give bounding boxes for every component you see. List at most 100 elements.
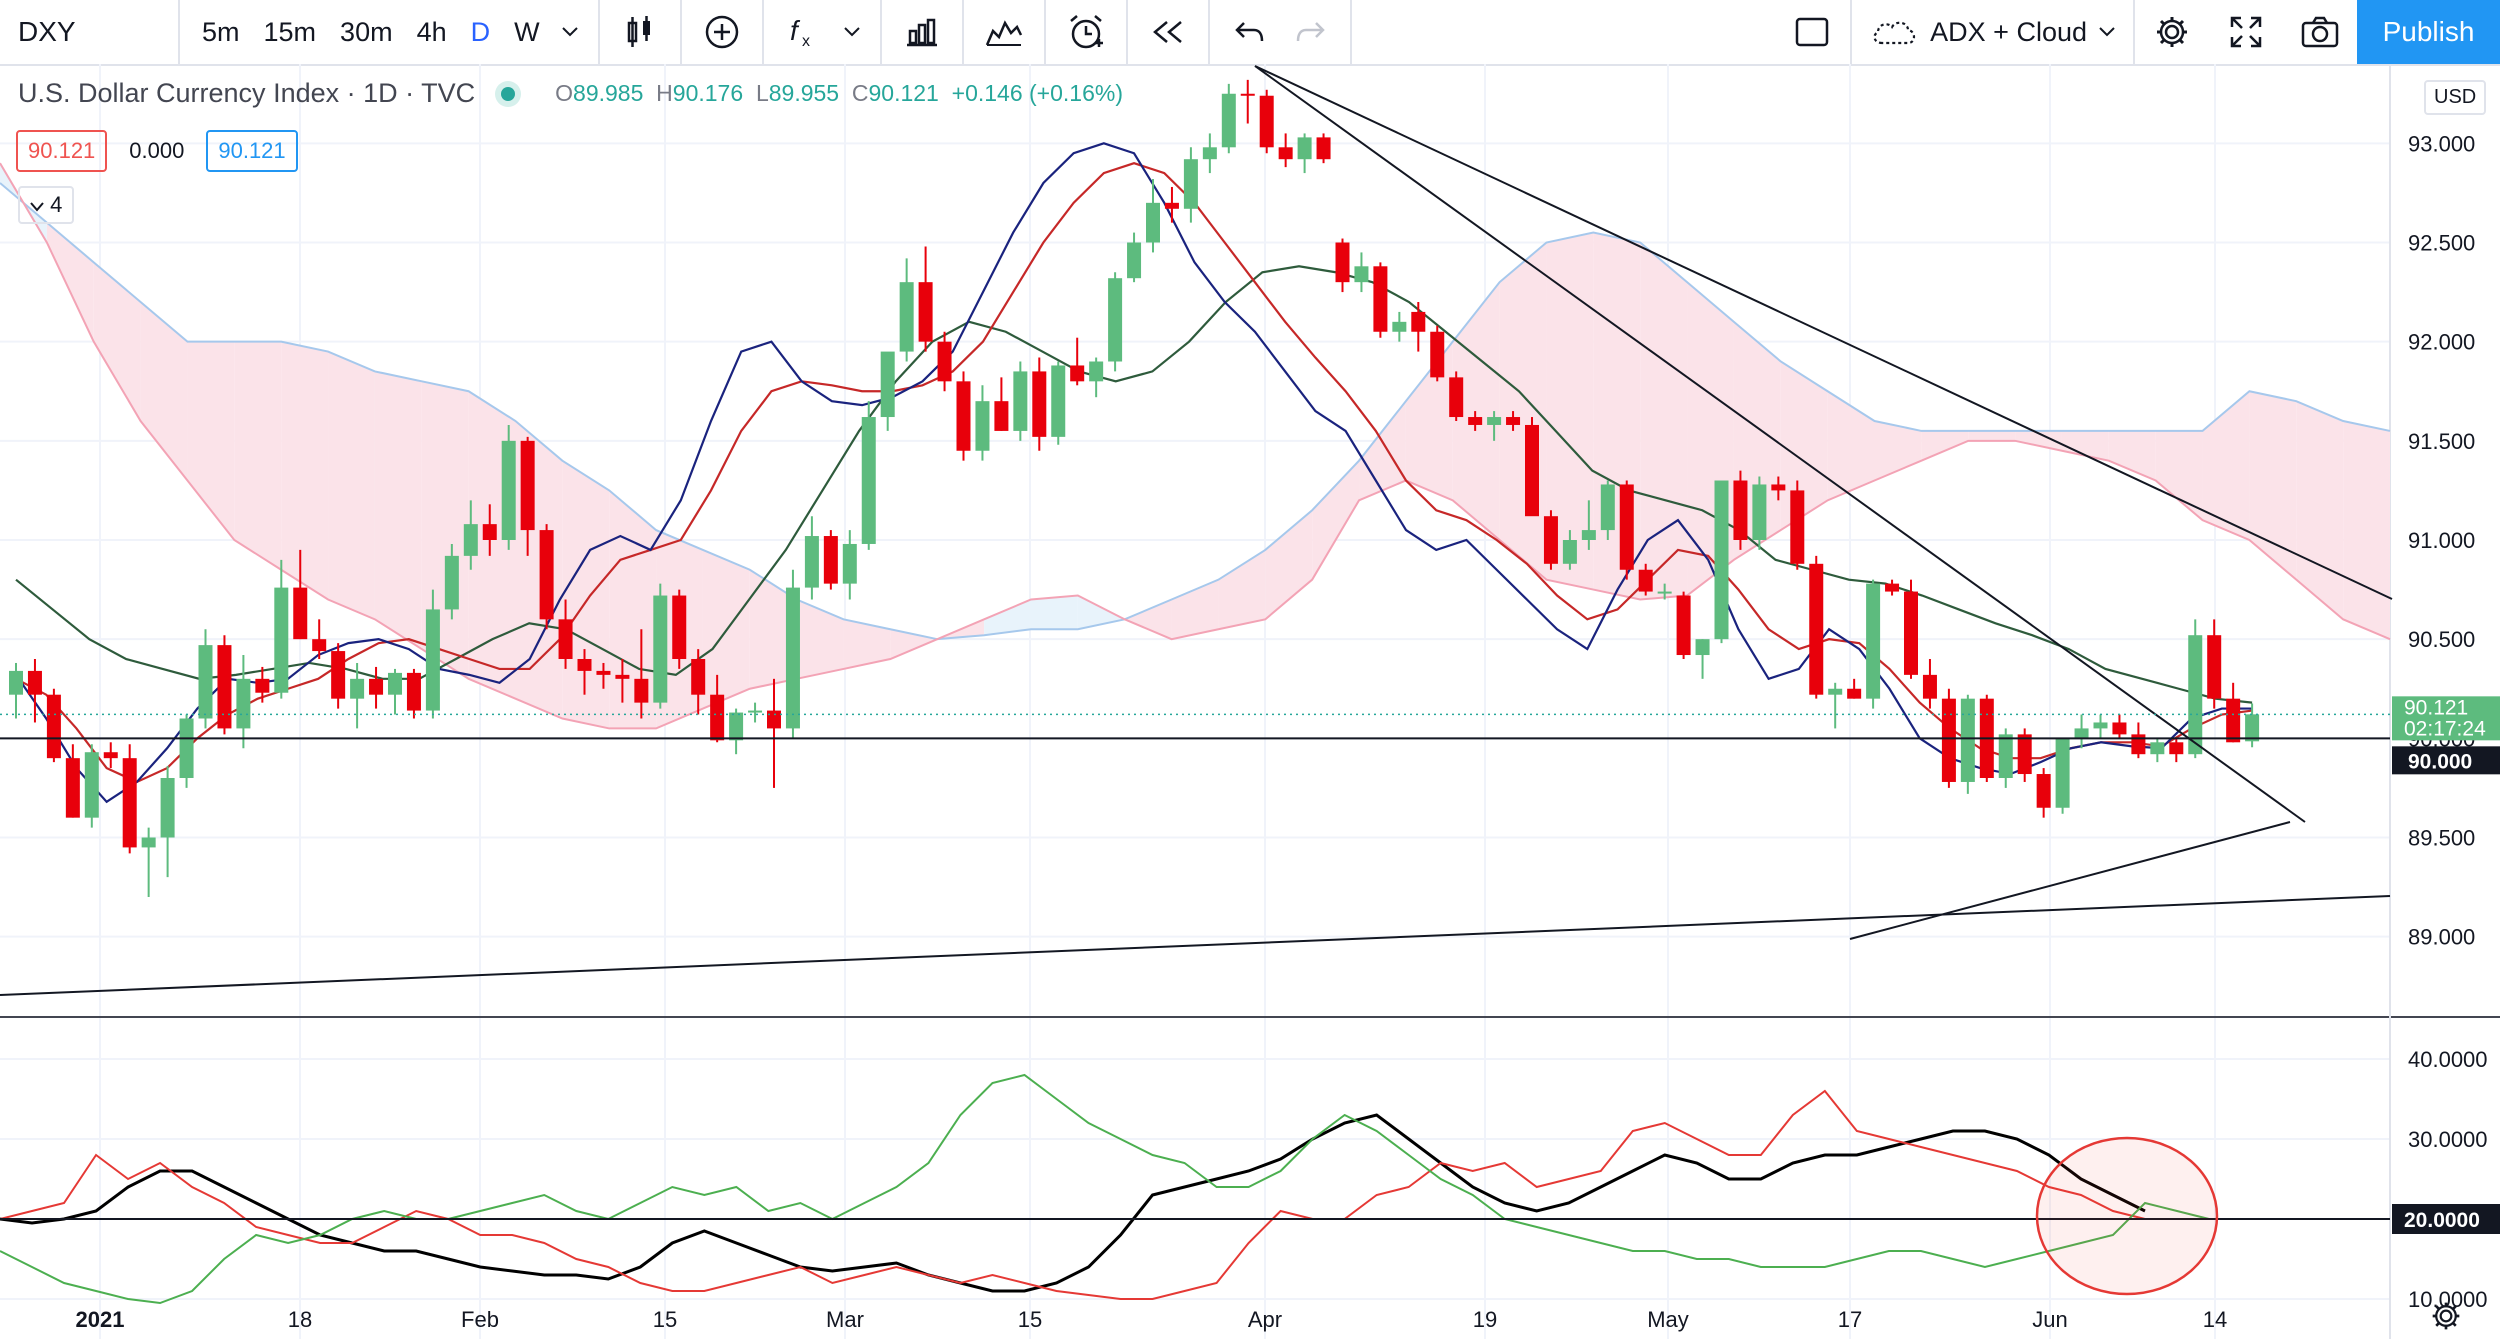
candle-body <box>444 555 459 610</box>
candle-body <box>1032 371 1047 437</box>
indicator-count: 4 <box>50 192 63 217</box>
candle-body <box>198 645 213 719</box>
adx-series-line <box>0 1113 2146 1293</box>
trendline <box>1254 65 2393 600</box>
cloud-span-a <box>0 182 2391 641</box>
financials-icon[interactable] <box>892 0 952 64</box>
candle-body <box>350 678 365 699</box>
y-tick-label: 91.500 <box>2408 429 2475 454</box>
cloud-segment <box>2108 430 2156 481</box>
candle-body <box>1771 484 1786 491</box>
candles-icon[interactable] <box>610 0 670 64</box>
indicator-group <box>682 0 764 64</box>
candle-body <box>27 670 42 695</box>
candle-body <box>160 778 175 838</box>
candle-body <box>1392 321 1407 332</box>
svg-text:f: f <box>790 15 801 46</box>
indicators-dropdown-icon[interactable] <box>834 0 870 64</box>
replay-icon[interactable] <box>1138 0 1198 64</box>
x-tick-label: Apr <box>1248 1307 1282 1332</box>
candle-body <box>2245 714 2260 742</box>
add-plus-icon[interactable] <box>692 0 752 64</box>
templates-icon[interactable] <box>974 0 1034 64</box>
candle-body <box>729 712 744 741</box>
candle-body <box>1411 311 1426 332</box>
candle-body <box>520 440 535 531</box>
symbol-search[interactable]: DXY <box>0 0 180 64</box>
close-value: 90.121 <box>868 80 939 106</box>
candle-body <box>937 341 952 382</box>
interval-dropdown-icon[interactable] <box>552 0 588 64</box>
chevron-down-icon <box>2099 27 2115 37</box>
axis-settings-icon[interactable] <box>2430 1300 2462 1337</box>
interval-4h[interactable]: 4h <box>416 16 447 47</box>
change-value: +0.146 (+0.16%) <box>951 80 1123 106</box>
interval-w[interactable]: W <box>514 16 540 47</box>
cloud-segment <box>140 302 188 481</box>
trendline <box>0 895 2391 996</box>
instrument-title[interactable]: U.S. Dollar Currency Index · 1D · TVC <box>18 78 476 108</box>
cloud-segment <box>2155 430 2203 521</box>
cloud-segment <box>1265 510 1313 620</box>
adx-level-label: 20.0000 <box>2404 1209 2480 1232</box>
candle-body <box>1070 365 1085 382</box>
interval-15m[interactable]: 15m <box>263 16 317 47</box>
candle-body <box>2017 734 2032 775</box>
candle-body <box>65 758 80 818</box>
settings-gear-icon[interactable] <box>2135 0 2209 64</box>
adx-y-tick-label: 30.0000 <box>2408 1127 2488 1152</box>
currency-button[interactable]: USD <box>2424 80 2487 115</box>
cloud-segment <box>1827 391 1875 501</box>
candle-body <box>1316 137 1331 160</box>
cloud-segment <box>1546 232 1594 590</box>
publish-button[interactable]: Publish <box>2357 0 2500 64</box>
candle-body <box>880 351 895 418</box>
layout-selector[interactable]: ADX + Cloud <box>1850 0 2135 64</box>
interval-30m[interactable]: 30m <box>340 16 393 47</box>
high-value: 90.176 <box>672 80 744 106</box>
candle-body <box>501 440 516 540</box>
indicators-collapse-button[interactable]: 4 <box>18 186 75 224</box>
adx-series-line <box>0 1089 2146 1300</box>
trendline <box>1254 65 2306 823</box>
adx-y-tick-label: 40.0000 <box>2408 1047 2488 1072</box>
candle-body <box>1866 583 1881 699</box>
y-tick-label: 89.000 <box>2408 925 2475 950</box>
candle-body <box>1278 147 1293 160</box>
candle-body <box>1638 569 1653 592</box>
candle-body <box>406 672 421 711</box>
candle-body <box>2055 738 2070 808</box>
candle-body <box>236 678 251 729</box>
candle-body <box>899 282 914 352</box>
chart-canvas[interactable]: 20.0000 2021 18 Feb 15 Mar 15 Apr 19 May 17 Jun 14 9… <box>0 64 2500 1339</box>
cloud-segment <box>2061 430 2109 461</box>
cloud-segment <box>374 371 422 650</box>
cloud-segment <box>796 599 844 679</box>
candle-body <box>1847 688 1862 699</box>
alarm-clock-icon[interactable] <box>1056 0 1116 64</box>
camera-icon[interactable] <box>2283 0 2357 64</box>
candle-body <box>1695 639 1710 656</box>
candle-body <box>9 670 23 695</box>
fullscreen-square-icon[interactable] <box>1774 0 1850 64</box>
candle-body <box>975 401 990 451</box>
candle-body <box>1543 516 1558 564</box>
adx-level-badge <box>2392 1204 2500 1234</box>
redo-icon[interactable] <box>1280 0 1340 64</box>
candle-body <box>179 718 194 778</box>
interval-5m[interactable]: 5m <box>202 16 240 47</box>
cloud-segment <box>1968 430 2016 441</box>
undo-icon[interactable] <box>1220 0 1280 64</box>
x-tick-label: 2021 <box>76 1307 125 1332</box>
expand-icon[interactable] <box>2209 0 2283 64</box>
interval-d[interactable]: D <box>470 16 491 47</box>
candle-body <box>1240 93 1255 96</box>
candle-body <box>425 609 440 711</box>
x-tick-label: Mar <box>826 1307 864 1332</box>
cloud-icon <box>1873 21 1916 45</box>
candle-body <box>1676 595 1691 656</box>
candle-body <box>331 651 346 699</box>
cloud-segment <box>93 262 141 421</box>
